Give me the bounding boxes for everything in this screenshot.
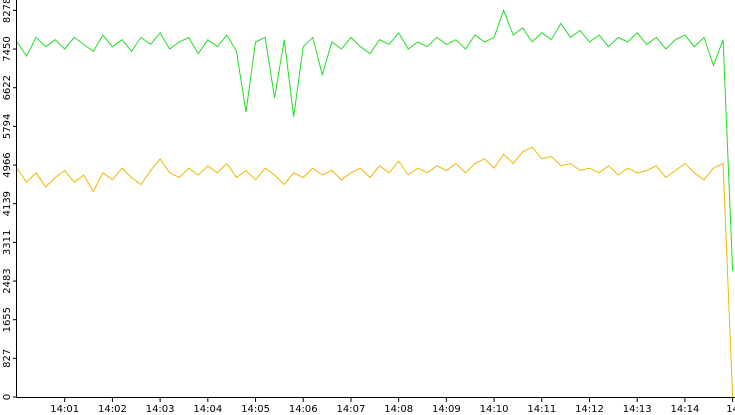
x-tick-label: 14:06	[289, 404, 318, 415]
x-tick-label: 14:10	[480, 404, 509, 415]
y-tick-label: 6622	[2, 75, 13, 100]
y-tick-label: 4966	[2, 152, 13, 177]
y-tick-label: 8278	[2, 0, 13, 23]
y-tick-label: 7450	[2, 36, 13, 61]
x-tick-label: 14:01	[50, 404, 79, 415]
y-tick-label: 0	[2, 394, 13, 400]
x-tick-label: 14:03	[146, 404, 175, 415]
y-tick-label: 5794	[2, 114, 13, 139]
x-tick-label: 14:14	[670, 404, 699, 415]
x-tick-label: 14:12	[575, 404, 604, 415]
x-tick-label: 14:02	[98, 404, 127, 415]
y-tick-label: 1655	[2, 307, 13, 332]
x-tick-label: 14:05	[241, 404, 270, 415]
x-tick-label: 14:09	[432, 404, 461, 415]
x-tick-label: 14:07	[337, 404, 366, 415]
x-tick-label: 14:08	[384, 404, 413, 415]
y-tick-label: 2483	[2, 268, 13, 293]
x-tick-label: 14:04	[193, 404, 222, 415]
y-tick-label: 4139	[2, 191, 13, 216]
x-tick-label: 14:11	[527, 404, 556, 415]
series-line	[16, 146, 734, 398]
x-tick-label: 14	[726, 404, 735, 415]
y-tick-label: 3311	[2, 230, 13, 255]
series-line	[16, 8, 734, 271]
x-tick-label: 14:13	[623, 404, 652, 415]
y-tick-label: 827	[2, 349, 13, 368]
